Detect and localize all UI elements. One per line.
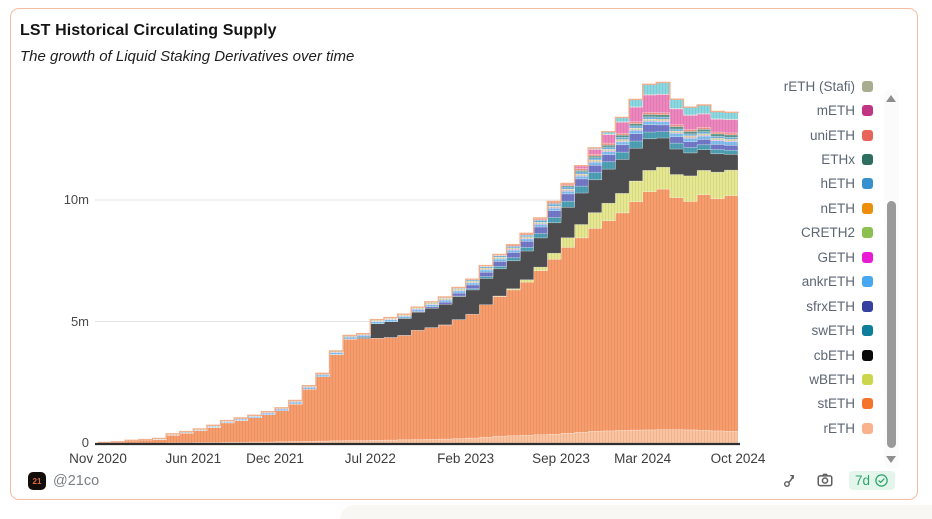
plot-area[interactable] — [97, 81, 739, 444]
dashboard-card: LST Historical Circulating Supply The gr… — [10, 8, 918, 500]
legend-label: CRETH2 — [800, 225, 855, 241]
legend-item-CRETH2[interactable]: CRETH2 — [723, 221, 873, 245]
refresh-interval-label: 7d — [854, 472, 870, 488]
legend-item-hETH[interactable]: hETH — [723, 172, 873, 196]
author-avatar[interactable]: 21 — [28, 472, 46, 490]
legend-item-stETH[interactable]: stETH — [723, 392, 873, 416]
legend-label: sfrxETH — [806, 298, 855, 314]
chart-legend: rETH (Stafi) mETH uniETH ETHx hETH nETH CRETH2… — [723, 81, 873, 447]
scroll-down-arrow-icon[interactable] — [886, 456, 896, 463]
legend-label: swETH — [811, 323, 856, 339]
legend-swatch — [862, 325, 873, 337]
chart-title: LST Historical Circulating Supply — [20, 22, 277, 39]
legend-label: rETH (Stafi) — [783, 81, 855, 94]
legend-swatch — [862, 227, 873, 239]
stacked-area-chart[interactable] — [11, 9, 919, 498]
y-tick-0: 0 — [81, 435, 89, 450]
legend-label: nETH — [820, 200, 855, 216]
legend-item-cbETH[interactable]: cbETH — [723, 343, 873, 367]
legend-item-mETH[interactable]: mETH — [723, 98, 873, 122]
author-attribution[interactable]: 21 @21co — [28, 472, 99, 490]
x-tick-Sep-2023: Sep 2023 — [532, 451, 590, 466]
x-tick-Feb-2023: Feb 2023 — [437, 451, 495, 466]
legend-label: GETH — [817, 249, 855, 265]
legend-item-uniETH[interactable]: uniETH — [723, 123, 873, 147]
legend-swatch — [862, 81, 873, 92]
fork-icon[interactable] — [781, 470, 801, 490]
legend-label: stETH — [817, 396, 855, 412]
legend-swatch — [862, 251, 873, 263]
legend-label: mETH — [816, 103, 855, 119]
legend-item-swETH[interactable]: swETH — [723, 318, 873, 342]
legend-swatch — [862, 129, 873, 141]
legend-label: uniETH — [809, 127, 855, 143]
legend-item-ankrETH[interactable]: ankrETH — [723, 270, 873, 294]
refresh-interval-badge[interactable]: 7d — [848, 470, 895, 490]
author-handle[interactable]: @21co — [53, 473, 100, 489]
y-tick-5m: 5m — [70, 313, 89, 329]
x-tick-Oct-2024: Oct 2024 — [710, 451, 766, 466]
legend-label: wBETH — [809, 371, 855, 387]
legend-swatch — [862, 276, 873, 288]
camera-icon[interactable] — [815, 470, 835, 490]
x-tick-Nov-2020: Nov 2020 — [69, 451, 127, 466]
x-tick-Dec-2021: Dec 2021 — [246, 451, 304, 466]
legend-label: rETH — [823, 420, 856, 436]
legend-swatch — [862, 202, 873, 214]
legend-swatch — [862, 154, 873, 166]
legend-item-GETH[interactable]: GETH — [723, 245, 873, 269]
verified-check-icon — [875, 473, 888, 487]
legend-swatch — [862, 178, 873, 190]
x-tick-Mar-2024: Mar 2024 — [614, 451, 672, 466]
legend-label: hETH — [820, 176, 855, 192]
legend-swatch — [862, 373, 873, 385]
legend-swatch — [862, 300, 873, 312]
legend-label: ankrETH — [801, 274, 855, 290]
legend-item-ETHx[interactable]: ETHx — [723, 147, 873, 171]
stack-texture — [98, 82, 738, 444]
legend-item-wBETH[interactable]: wBETH — [723, 367, 873, 391]
y-tick-10m: 10m — [63, 192, 89, 207]
legend-swatch — [862, 398, 873, 410]
x-tick-Jun-2021: Jun 2021 — [165, 451, 222, 466]
legend-item-sfrxETH[interactable]: sfrxETH — [723, 294, 873, 318]
legend-label: ETHx — [821, 152, 855, 168]
chart-subtitle: The growth of Liquid Staking Derivatives… — [20, 48, 355, 65]
scroll-up-arrow-icon[interactable] — [886, 95, 896, 102]
next-card-edge — [340, 505, 932, 519]
legend-item-rETH[interactable]: rETH — [723, 416, 873, 440]
legend-scrollbar-thumb[interactable] — [887, 201, 896, 448]
legend-item-nETH[interactable]: nETH — [723, 196, 873, 220]
legend-swatch — [862, 349, 873, 361]
legend-swatch — [862, 105, 873, 117]
legend-item-rETH-Stafi-[interactable]: rETH (Stafi) — [723, 81, 873, 98]
x-tick-Jul-2022: Jul 2022 — [344, 451, 396, 466]
legend-scrollbar[interactable] — [884, 89, 899, 469]
legend-label: cbETH — [813, 347, 855, 363]
legend-swatch — [862, 422, 873, 434]
